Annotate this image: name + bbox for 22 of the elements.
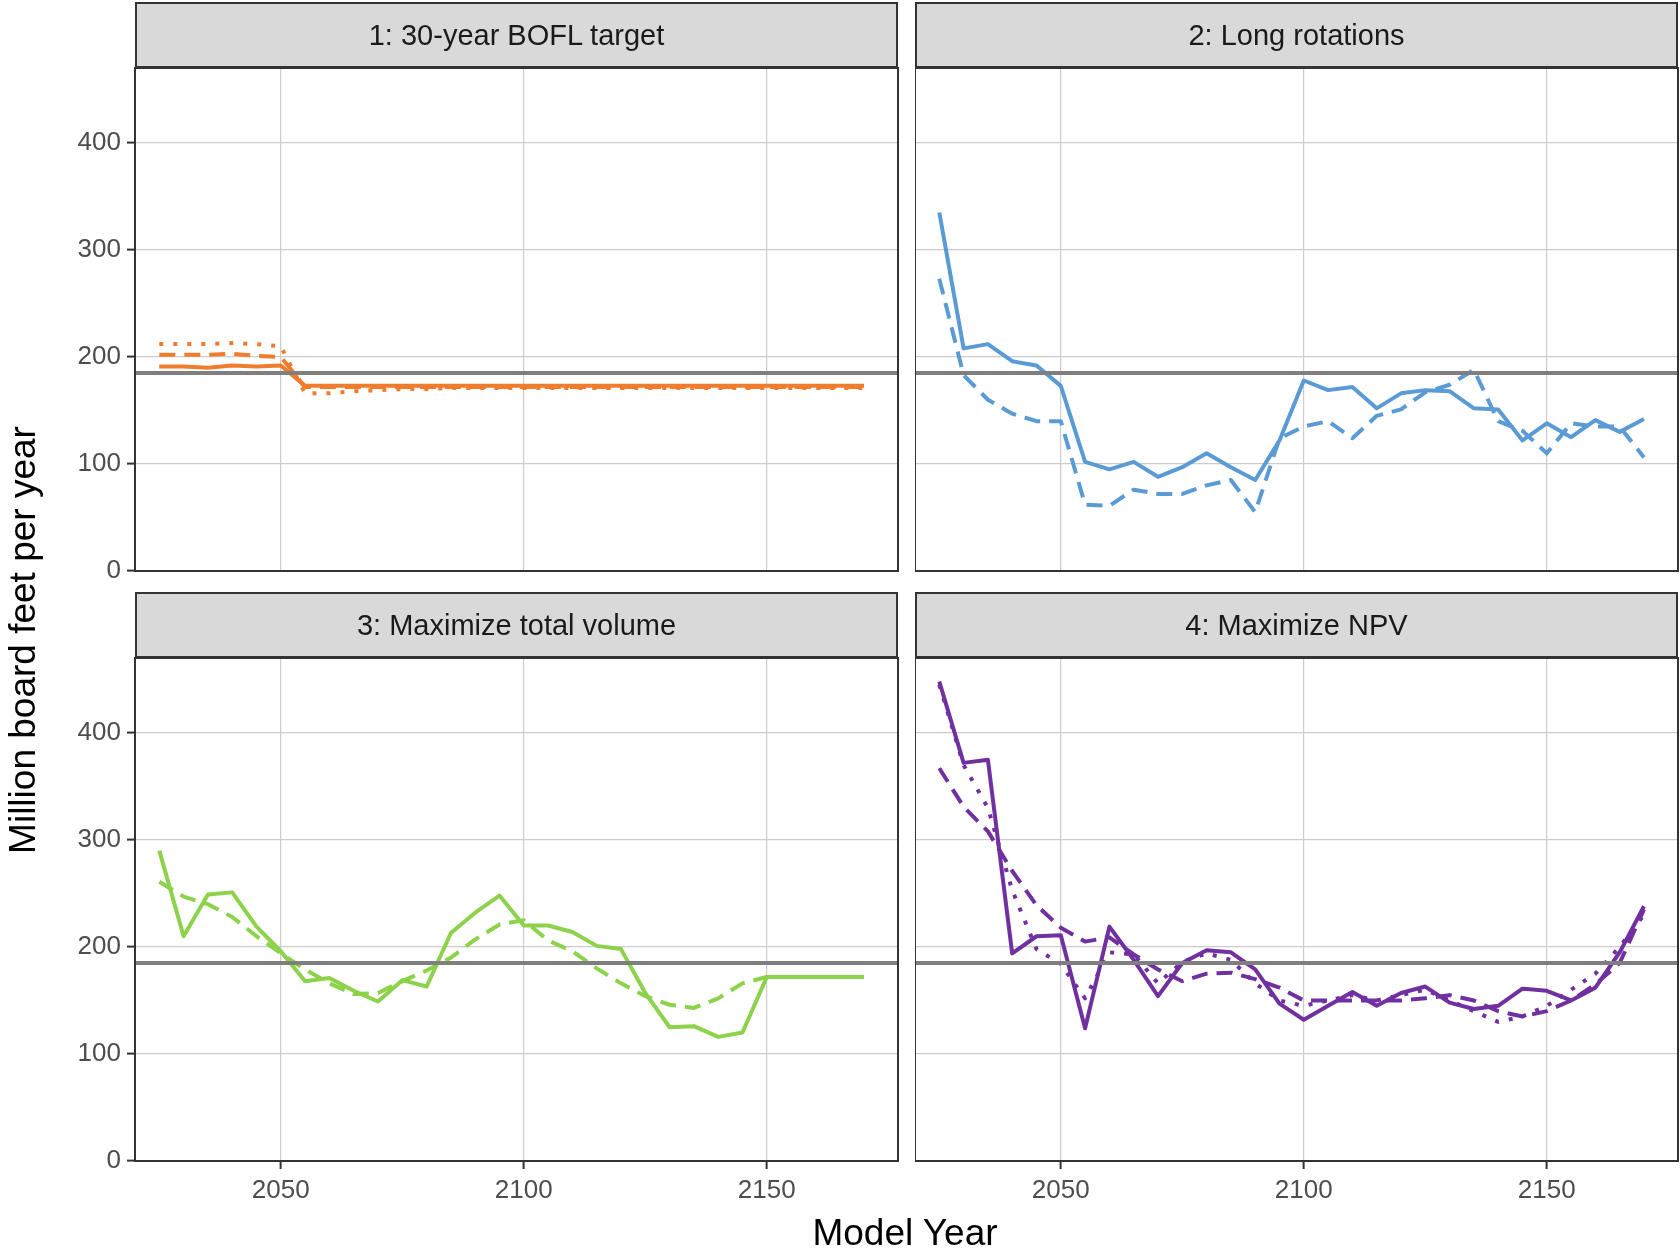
y-tick-label: 400 — [77, 716, 121, 747]
y-tick-label: 0 — [106, 1144, 121, 1175]
chart-title: 4: Maximize NPV — [915, 592, 1678, 658]
y-axis-title: Million board feet per year — [2, 426, 44, 854]
x-tick-label: 2100 — [1274, 1173, 1333, 1204]
chart-title: 2: Long rotations — [915, 2, 1678, 68]
y-tick-label: 300 — [77, 823, 121, 854]
y-tick-label: 0 — [106, 554, 121, 585]
x-axis-title: Model Year — [812, 1212, 998, 1254]
x-tick-label: 2150 — [737, 1173, 796, 1204]
chart-title: 1: 30-year BOFL target — [135, 2, 898, 68]
y-tick-label: 400 — [77, 126, 121, 157]
x-tick-label: 2150 — [1517, 1173, 1576, 1204]
x-tick-label: 2100 — [494, 1173, 553, 1204]
x-tick-label: 2050 — [1031, 1173, 1090, 1204]
chart-title: 3: Maximize total volume — [135, 592, 898, 658]
y-tick-label: 300 — [77, 233, 121, 264]
y-tick-label: 200 — [77, 340, 121, 371]
y-tick-label: 200 — [77, 930, 121, 961]
y-tick-label: 100 — [77, 1037, 121, 1068]
x-tick-label: 2050 — [251, 1173, 310, 1204]
y-tick-label: 100 — [77, 447, 121, 478]
